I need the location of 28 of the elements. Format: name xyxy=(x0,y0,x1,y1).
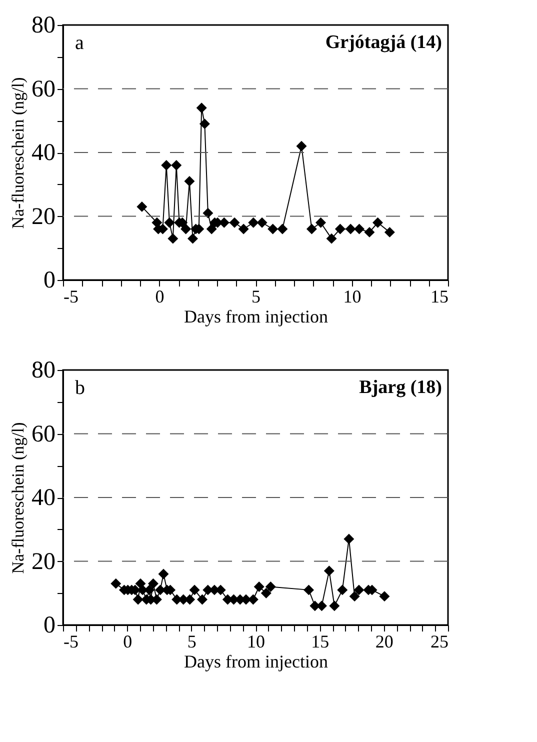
y-tick-label: 60 xyxy=(32,76,56,102)
annotation: a xyxy=(75,32,84,54)
x-tick-label: -5 xyxy=(64,632,78,652)
y-tick-label: 40 xyxy=(32,140,56,166)
y-tick-label: 40 xyxy=(32,485,56,511)
x-tick-label: 0 xyxy=(123,632,132,652)
annotation: Bjarg (18) xyxy=(359,377,442,398)
x-tick-label: 15 xyxy=(311,632,330,652)
x-axis-title: Days from injection xyxy=(184,306,328,326)
x-tick-label: -5 xyxy=(64,286,78,306)
x-tick-label: 25 xyxy=(430,632,448,652)
y-tick-label: 20 xyxy=(32,204,56,230)
y-tick-label: 60 xyxy=(32,421,56,448)
x-tick-label: 5 xyxy=(187,632,196,652)
x-axis-title: Days from injection xyxy=(184,652,328,672)
x-tick-label: 0 xyxy=(155,286,164,306)
x-tick-label: 10 xyxy=(247,632,265,652)
y-axis-title: Na-fluoreschein (ng/l) xyxy=(8,422,28,574)
y-axis-title: Na-fluoreschein (ng/l) xyxy=(8,77,28,229)
x-tick-label: 20 xyxy=(375,632,394,652)
annotation: Grjótagjá (14) xyxy=(325,32,442,53)
x-tick-label: 5 xyxy=(252,286,260,306)
x-tick-label: 10 xyxy=(343,286,362,306)
y-tick-label: 80 xyxy=(32,12,56,38)
y-tick-label: 20 xyxy=(32,548,56,575)
annotation: b xyxy=(75,377,85,399)
y-tick-label: 80 xyxy=(32,358,56,384)
x-tick-label: 15 xyxy=(430,286,448,306)
